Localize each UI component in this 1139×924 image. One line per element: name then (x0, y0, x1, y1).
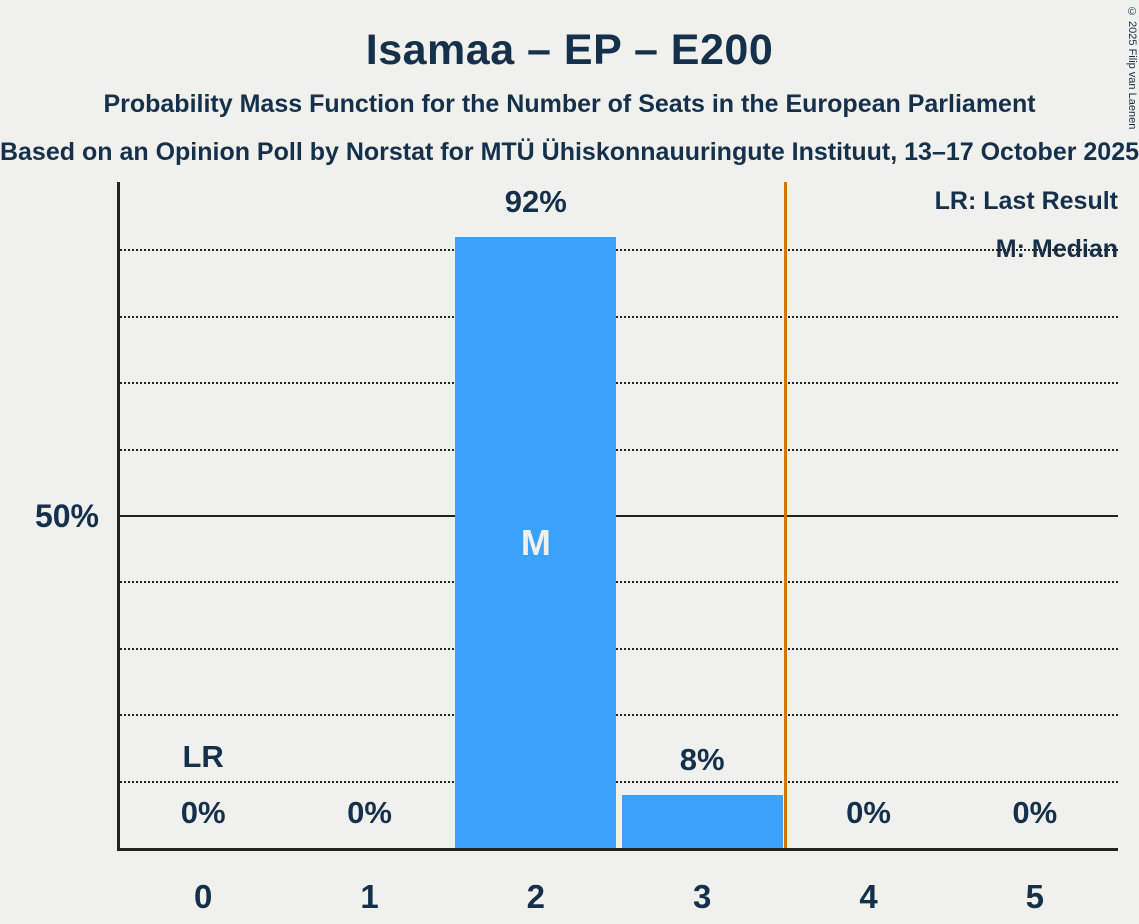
bar-value-label: 0% (180, 795, 226, 830)
gridline-40pct (120, 581, 1118, 584)
x-axis-line (117, 848, 1118, 851)
legend-median: M: Median (995, 235, 1118, 263)
last-result-marker: LR (182, 739, 224, 774)
bar-value-label: 8% (679, 741, 725, 777)
gridline-60pct (120, 448, 1118, 451)
threshold-line (783, 182, 787, 848)
y-axis-50-label: 50% (34, 498, 99, 534)
gridline-90pct (120, 249, 1118, 252)
bar-value-label: 0% (347, 795, 392, 830)
legend-last-result: LR: Last Result (934, 187, 1118, 215)
bar-value-label: 0% (846, 795, 891, 830)
gridline-50pct (120, 515, 1118, 517)
median-marker: M (520, 521, 551, 563)
x-tick-label: 0 (193, 878, 213, 915)
bar-value-label: 0% (1012, 795, 1058, 830)
x-tick-label: 3 (692, 878, 712, 915)
gridline-20pct (120, 714, 1118, 717)
gridline-30pct (120, 647, 1118, 650)
y-axis-line (117, 182, 120, 848)
bar-seats-3 (621, 794, 783, 848)
bar-value-label: 92% (504, 184, 567, 220)
chart-title: Isamaa – EP – E200 (365, 26, 774, 74)
gridline-80pct (120, 315, 1118, 318)
x-tick-label: 5 (1025, 878, 1044, 915)
chart-source-line: Based on an Opinion Poll by Norstat for … (0, 138, 1139, 166)
chart-subtitle: Probability Mass Function for the Number… (103, 90, 1036, 118)
x-tick-label: 1 (360, 878, 379, 915)
x-tick-label: 4 (859, 878, 878, 915)
gridline-70pct (120, 382, 1118, 385)
bar-seats-2 (455, 237, 617, 848)
gridline-10pct (120, 780, 1118, 783)
x-tick-label: 2 (526, 878, 545, 915)
copyright-note: © 2025 Filip van Laenen (1126, 6, 1138, 130)
